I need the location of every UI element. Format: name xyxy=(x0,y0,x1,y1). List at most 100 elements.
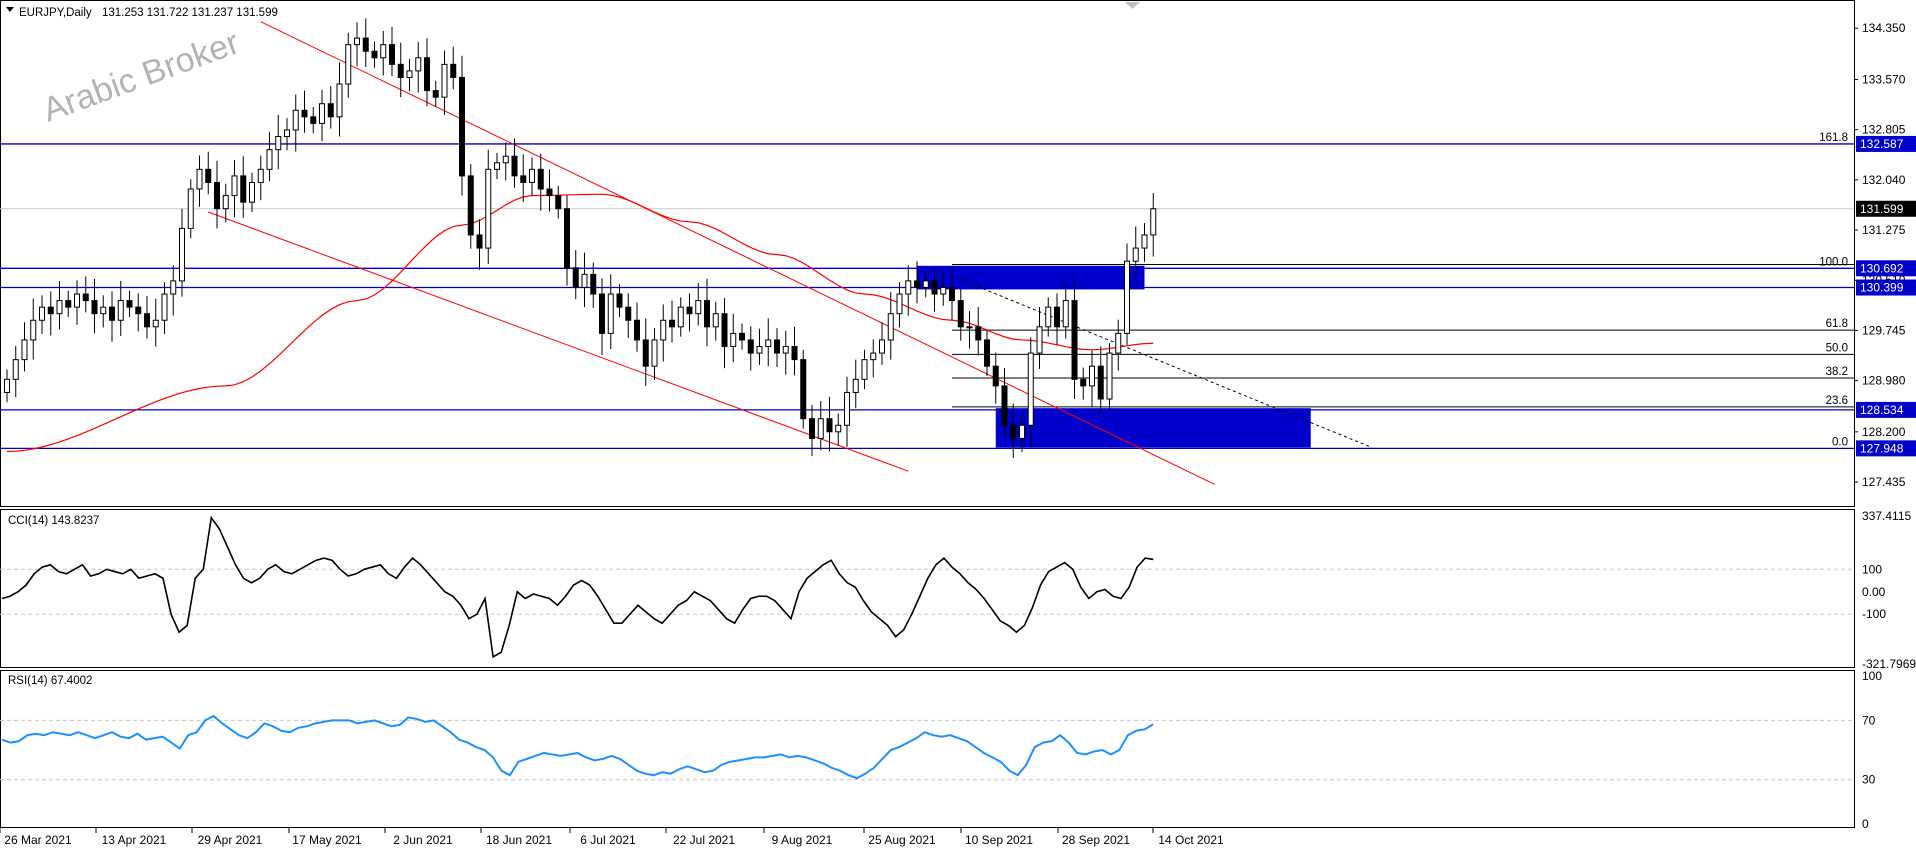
candle[interactable] xyxy=(1150,193,1157,257)
candle[interactable] xyxy=(905,265,912,316)
candle[interactable] xyxy=(100,295,107,328)
candle[interactable] xyxy=(642,318,649,386)
candle[interactable] xyxy=(494,152,500,180)
candle[interactable] xyxy=(397,42,404,98)
candle[interactable] xyxy=(774,328,780,367)
candle[interactable] xyxy=(940,269,947,306)
candle[interactable] xyxy=(1010,403,1017,459)
candle[interactable] xyxy=(879,322,885,365)
candle[interactable] xyxy=(144,295,150,339)
candle[interactable] xyxy=(170,265,177,316)
candle[interactable] xyxy=(214,160,220,229)
candle[interactable] xyxy=(257,155,264,201)
candle[interactable] xyxy=(922,271,929,298)
candle[interactable] xyxy=(966,311,973,349)
candle[interactable] xyxy=(564,194,570,286)
candle[interactable] xyxy=(529,157,535,197)
candle[interactable] xyxy=(161,282,168,335)
candle[interactable] xyxy=(984,330,990,377)
candle[interactable] xyxy=(1141,223,1148,262)
candle[interactable] xyxy=(870,339,877,378)
candle[interactable] xyxy=(450,46,457,90)
candle[interactable] xyxy=(310,106,317,134)
candle[interactable] xyxy=(12,345,19,398)
candle[interactable] xyxy=(467,164,474,249)
candle[interactable] xyxy=(835,413,842,446)
candle[interactable] xyxy=(1054,293,1060,345)
candle[interactable] xyxy=(205,151,212,195)
candle[interactable] xyxy=(179,208,185,297)
candle[interactable] xyxy=(424,38,430,107)
candle[interactable] xyxy=(537,153,544,211)
candle[interactable] xyxy=(1124,243,1130,346)
candle[interactable] xyxy=(931,267,938,312)
candle[interactable] xyxy=(800,349,807,429)
candle[interactable] xyxy=(782,330,789,375)
shift-marker-icon[interactable] xyxy=(1125,2,1140,9)
candle[interactable] xyxy=(336,62,343,137)
candle[interactable] xyxy=(415,42,422,93)
candle[interactable] xyxy=(39,295,45,335)
candle[interactable] xyxy=(135,293,142,332)
candle[interactable] xyxy=(599,278,605,356)
candle[interactable] xyxy=(756,328,763,365)
candle[interactable] xyxy=(546,169,553,212)
candle[interactable] xyxy=(275,114,282,170)
candle[interactable] xyxy=(695,282,702,326)
candle[interactable] xyxy=(301,90,308,133)
candle[interactable] xyxy=(21,322,28,372)
candle[interactable] xyxy=(1106,343,1113,409)
candle[interactable] xyxy=(91,278,98,334)
candle[interactable] xyxy=(222,183,229,223)
candle[interactable] xyxy=(765,318,772,367)
candle[interactable] xyxy=(660,304,667,362)
candle[interactable] xyxy=(992,352,999,404)
candle[interactable] xyxy=(126,290,133,317)
candle[interactable] xyxy=(809,404,815,457)
candle[interactable] xyxy=(511,138,518,188)
candle[interactable] xyxy=(389,26,395,77)
candle[interactable] xyxy=(949,265,955,321)
candle[interactable] xyxy=(476,219,483,270)
candle[interactable] xyxy=(721,297,728,369)
candle[interactable] xyxy=(1027,337,1034,447)
channel-line[interactable] xyxy=(208,211,909,472)
candle[interactable] xyxy=(380,30,387,76)
candle[interactable] xyxy=(502,142,509,181)
candle[interactable] xyxy=(187,179,194,239)
candle[interactable] xyxy=(1062,282,1069,339)
candle[interactable] xyxy=(292,94,299,152)
candle[interactable] xyxy=(730,313,737,363)
candle[interactable] xyxy=(957,288,964,341)
candle[interactable] xyxy=(459,55,465,196)
candle[interactable] xyxy=(231,160,238,218)
candle[interactable] xyxy=(896,282,903,328)
candle[interactable] xyxy=(65,290,72,317)
candle[interactable] xyxy=(30,298,37,360)
candle[interactable] xyxy=(669,300,675,343)
candle[interactable] xyxy=(590,262,597,308)
candle[interactable] xyxy=(485,149,492,264)
candle[interactable] xyxy=(74,280,80,325)
candle[interactable] xyxy=(677,297,684,337)
candle[interactable] xyxy=(109,291,115,342)
candle[interactable] xyxy=(817,400,824,451)
candle[interactable] xyxy=(117,280,124,337)
candle[interactable] xyxy=(47,291,54,336)
candle[interactable] xyxy=(747,326,754,371)
candle[interactable] xyxy=(1115,319,1122,371)
candle[interactable] xyxy=(826,397,833,452)
candle[interactable] xyxy=(406,59,413,92)
candle[interactable] xyxy=(432,80,439,107)
candle[interactable] xyxy=(82,276,89,313)
candle[interactable] xyxy=(196,155,203,207)
candle[interactable] xyxy=(686,293,693,332)
candle[interactable] xyxy=(555,185,562,219)
candle[interactable] xyxy=(4,369,10,403)
candle[interactable] xyxy=(56,280,63,330)
candle[interactable] xyxy=(616,284,623,317)
candle[interactable] xyxy=(704,278,710,347)
candle[interactable] xyxy=(791,326,798,376)
candle[interactable] xyxy=(152,298,159,347)
candle[interactable] xyxy=(1001,368,1008,438)
